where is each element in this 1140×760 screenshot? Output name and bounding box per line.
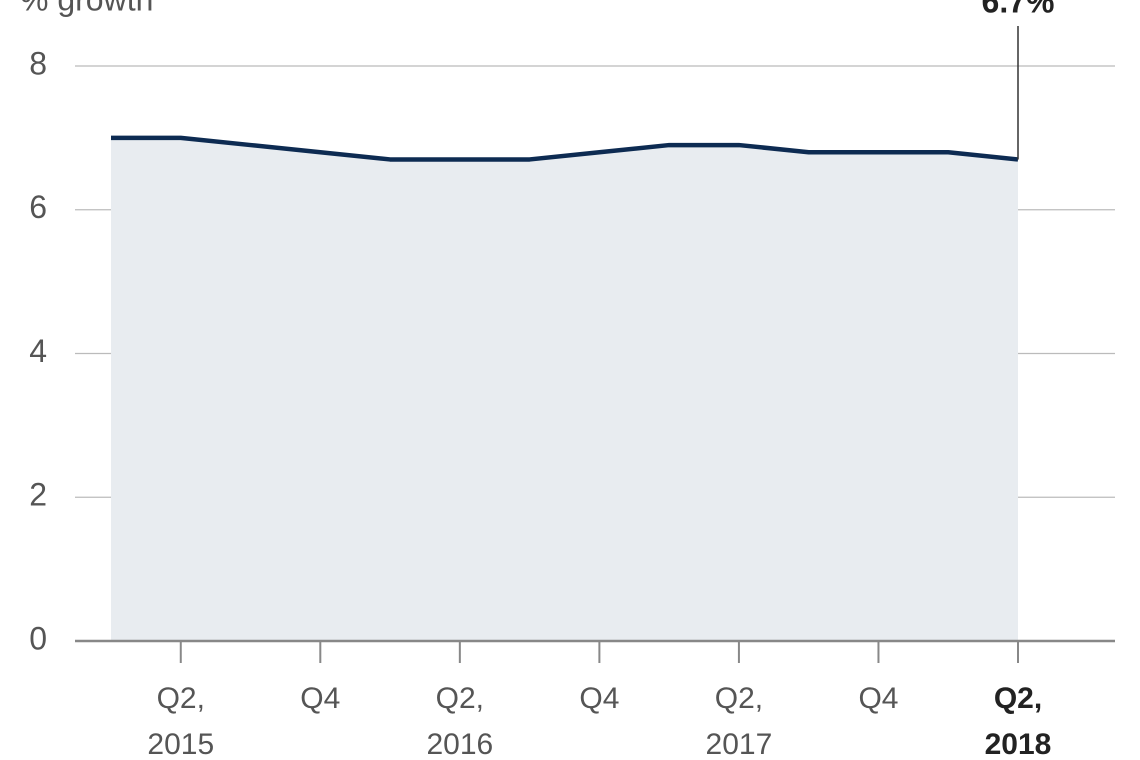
y-tick-label: 2 — [29, 477, 47, 513]
x-tick-label: Q4 — [300, 682, 341, 715]
x-tick-label: Q2, 2016 — [426, 682, 494, 760]
line — [111, 135, 1019, 162]
x-tick-label: Q2, 2017 — [705, 682, 773, 760]
y-tick-label: 8 — [29, 45, 47, 81]
y-tick-label: 0 — [29, 620, 47, 656]
area — [111, 137, 1018, 641]
x-tick-label: Q2, 2018 — [984, 682, 1052, 760]
x-tick-label: Q4 — [579, 682, 620, 715]
y-tick-label: 6 — [29, 189, 47, 225]
y-axis-label: % growth — [20, 0, 153, 17]
value-label: 6.7% — [982, 0, 1055, 19]
x-tick-label: Q2, 2015 — [147, 682, 215, 760]
x-tick-label: Q4 — [858, 682, 899, 715]
y-tick-label: 4 — [29, 333, 47, 369]
